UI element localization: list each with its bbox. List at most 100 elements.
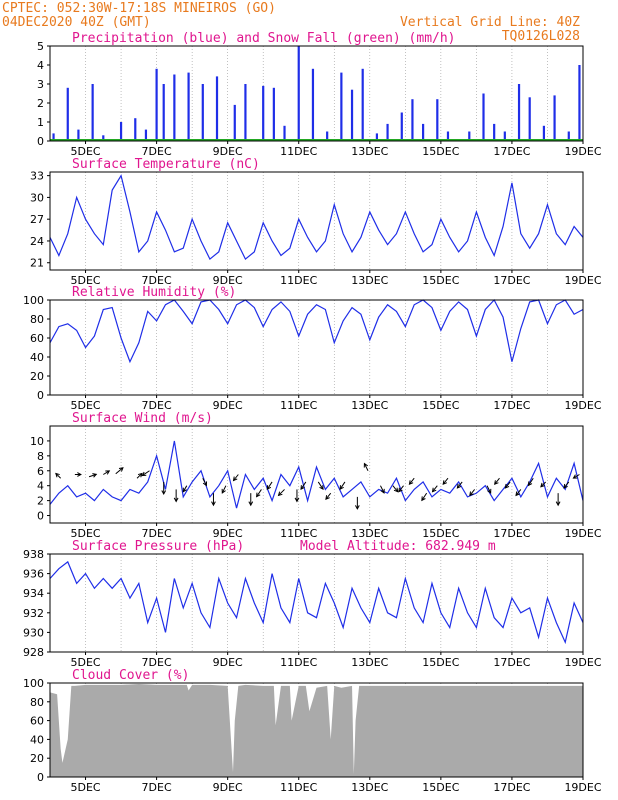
y-tick-label: 2 (37, 97, 44, 110)
wind-arrow-head (232, 476, 238, 482)
panel-2: 0 20 40 60 80 100 5DEC 7DEC 9DEC 11DEC 13DEC 15DEC 1… (23, 285, 602, 412)
series-line (49, 560, 584, 645)
precip-bar (567, 131, 570, 141)
wind-arrow (317, 481, 324, 490)
wind-arrow (339, 481, 346, 490)
wind-arrow-head (256, 492, 261, 498)
panel-title: Relative Humidity (%) (72, 285, 236, 300)
y-tick-label: 5 (37, 40, 44, 53)
precip-bar (283, 125, 286, 141)
panels: 0 1 2 3 4 5 5DEC 7DEC 9DEC 11DEC 13DEC 15DEC 17DEC 19… (23, 31, 602, 794)
precip-bar (272, 87, 275, 141)
y-tick-label: 60 (30, 715, 44, 728)
wind-arrow (563, 481, 570, 489)
x-tick-label: 17DEC (493, 145, 530, 158)
wind-arrow-head (540, 482, 545, 488)
x-tick-label: 19DEC (564, 527, 601, 540)
precip-bar (482, 93, 485, 141)
wind-arrow-head (494, 480, 499, 486)
wind-arrow (494, 477, 500, 485)
precip-bar (155, 68, 158, 141)
precip-bar (187, 72, 190, 141)
x-tick-label: 9DEC (213, 527, 243, 540)
wind-arrow (55, 473, 62, 479)
y-tick-label: 33 (30, 170, 44, 183)
panel-5: 0 20 40 60 80 100 5DEC 7DEC 9DEC 11DEC 13DEC 15DEC 1… (23, 668, 602, 794)
precip-bar (411, 99, 414, 141)
y-tick-label: 24 (30, 235, 44, 248)
wind-arrow (142, 470, 150, 476)
x-tick-label: 17DEC (493, 656, 530, 669)
wind-arrow (221, 485, 227, 494)
y-tick-label: 10 (30, 435, 44, 448)
x-tick-label: 17DEC (493, 399, 530, 412)
x-tick-label: 7DEC (142, 274, 172, 287)
x-tick-label: 5DEC (70, 781, 100, 794)
y-tick-label: 30 (30, 191, 44, 204)
wind-arrow-head (92, 473, 98, 478)
wind-arrow-head (118, 467, 124, 472)
precip-bar (517, 84, 521, 141)
wind-arrow-head (161, 490, 167, 496)
wind-arrow-head (469, 491, 474, 497)
wind-arrow (363, 463, 369, 471)
precip-bar (375, 133, 379, 141)
wind-arrow (540, 481, 547, 488)
wind-arrow (300, 481, 307, 490)
x-tick-label: 7DEC (142, 145, 172, 158)
x-tick-label: 17DEC (493, 781, 530, 794)
series-line (49, 174, 584, 261)
header-run-time: 04DEC2020 40Z (GMT) (2, 15, 151, 30)
x-tick-label: 7DEC (142, 399, 172, 412)
x-tick-label: 7DEC (142, 527, 172, 540)
wind-arrow (456, 481, 463, 489)
wind-arrow-head (202, 481, 208, 487)
panel-frame (49, 682, 584, 778)
panel-title: Surface Wind (m/s) (72, 411, 213, 426)
wind-arrow-head (248, 501, 254, 507)
panel-4: 928 930 932 934 936 938 5DEC 7DEC 9DEC 11DEC 13DEC… (23, 539, 602, 669)
precip-bar (173, 74, 176, 141)
panel-title: Surface Pressure (hPa) (72, 539, 244, 554)
wind-arrow-head (563, 483, 568, 489)
wind-arrow (528, 477, 534, 486)
precip-bar (134, 118, 137, 141)
panel-1: 21 24 27 30 33 5DEC 7DEC 9DEC 11DEC 13DEC 15DEC 17D… (30, 157, 602, 287)
wind-arrow (325, 492, 332, 500)
x-tick-label: 9DEC (213, 145, 243, 158)
precip-bar (215, 76, 219, 141)
precip-bar (422, 123, 425, 141)
wind-arrow-head (398, 487, 403, 493)
precip-bar (102, 135, 105, 141)
x-tick-label: 13DEC (351, 527, 388, 540)
panel-title: Surface Temperature (nC) (72, 157, 260, 172)
y-tick-label: 80 (30, 313, 44, 326)
wind-arrow-head (380, 488, 385, 494)
x-tick-label: 7DEC (142, 656, 172, 669)
y-tick-label: 21 (30, 257, 44, 270)
panel-frame (49, 171, 584, 271)
x-tick-label: 9DEC (213, 781, 243, 794)
precip-bar (493, 123, 496, 141)
y-tick-label: 0 (37, 135, 44, 148)
wind-arrow (432, 485, 438, 493)
precip-bar (386, 123, 389, 141)
x-tick-label: 15DEC (422, 399, 459, 412)
x-tick-label: 13DEC (351, 656, 388, 669)
precip-bar (528, 97, 531, 141)
x-tick-label: 17DEC (493, 527, 530, 540)
x-tick-label: 7DEC (142, 781, 172, 794)
wind-arrow-head (442, 480, 448, 486)
wind-arrow (278, 489, 285, 496)
x-tick-label: 13DEC (351, 145, 388, 158)
wind-arrow-head (137, 472, 143, 478)
wind-arrow (233, 474, 239, 481)
wind-arrow-head (339, 485, 344, 491)
precip-bar (468, 131, 471, 141)
wind-arrow (409, 477, 415, 485)
y-tick-label: 4 (37, 59, 44, 72)
wind-arrow-head (105, 470, 111, 475)
wind-arrow (380, 485, 385, 494)
wind-arrow-head (393, 487, 399, 493)
